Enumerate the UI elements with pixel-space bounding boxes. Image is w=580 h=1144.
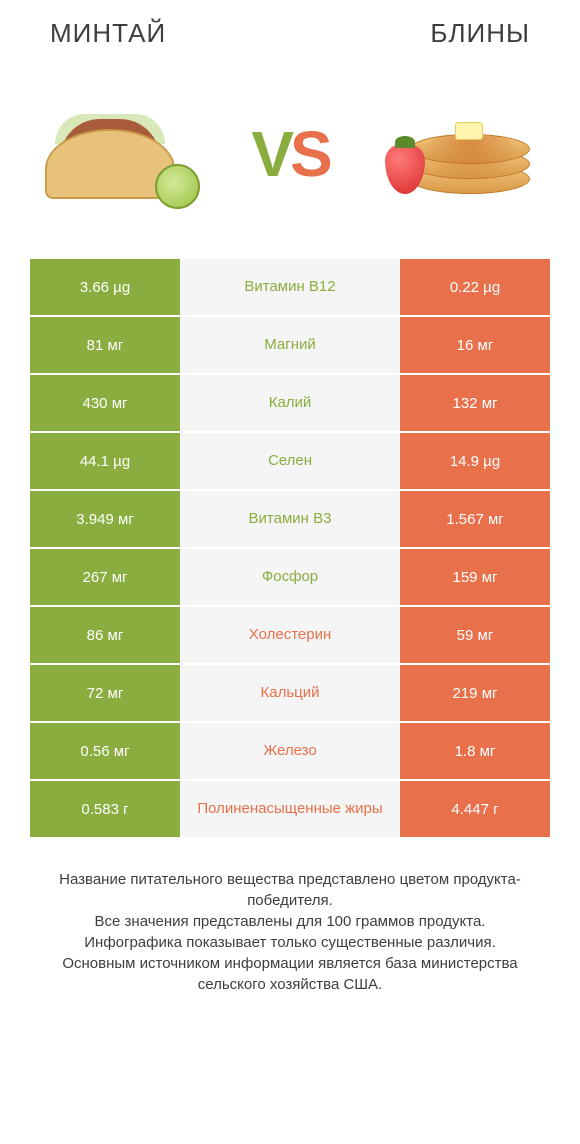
table-row: 0.56 мгЖелезо1.8 мг xyxy=(30,723,550,781)
title-right: БЛИНЫ xyxy=(430,18,530,49)
table-row: 86 мгХолестерин59 мг xyxy=(30,607,550,665)
vs-v: V xyxy=(251,118,290,190)
nutrient-label: Фосфор xyxy=(180,549,400,605)
nutrient-label: Магний xyxy=(180,317,400,373)
value-left: 44.1 µg xyxy=(30,433,180,489)
table-row: 44.1 µgСелен14.9 µg xyxy=(30,433,550,491)
footer-line: Все значения представлены для 100 граммо… xyxy=(30,911,550,932)
footer-notes: Название питательного вещества представл… xyxy=(0,839,580,995)
table-row: 3.949 мгВитамин B31.567 мг xyxy=(30,491,550,549)
vs-s: S xyxy=(290,118,329,190)
food-image-left xyxy=(30,84,210,224)
value-left: 3.949 мг xyxy=(30,491,180,547)
value-right: 159 мг xyxy=(400,549,550,605)
nutrient-label: Калий xyxy=(180,375,400,431)
table-row: 81 мгМагний16 мг xyxy=(30,317,550,375)
infographic-container: МИНТАЙ БЛИНЫ VS 3.66 µgВитами xyxy=(0,0,580,1144)
value-left: 81 мг xyxy=(30,317,180,373)
nutrient-label: Железо xyxy=(180,723,400,779)
header: МИНТАЙ БЛИНЫ xyxy=(0,0,580,59)
table-row: 3.66 µgВитамин B120.22 µg xyxy=(30,259,550,317)
table-row: 267 мгФосфор159 мг xyxy=(30,549,550,607)
value-left: 430 мг xyxy=(30,375,180,431)
nutrient-label: Полиненасыщенные жиры xyxy=(180,781,400,837)
title-left: МИНТАЙ xyxy=(50,18,166,49)
value-left: 0.583 г xyxy=(30,781,180,837)
value-left: 267 мг xyxy=(30,549,180,605)
footer-line: Основным источником информации является … xyxy=(30,953,550,995)
value-left: 86 мг xyxy=(30,607,180,663)
value-left: 0.56 мг xyxy=(30,723,180,779)
hero-section: VS xyxy=(0,59,580,259)
food-image-right xyxy=(370,84,550,224)
footer-line: Инфографика показывает только существенн… xyxy=(30,932,550,953)
nutrient-label: Селен xyxy=(180,433,400,489)
footer-line: Название питательного вещества представл… xyxy=(30,869,550,911)
value-right: 219 мг xyxy=(400,665,550,721)
value-right: 16 мг xyxy=(400,317,550,373)
value-right: 59 мг xyxy=(400,607,550,663)
value-right: 1.567 мг xyxy=(400,491,550,547)
value-right: 132 мг xyxy=(400,375,550,431)
vs-label: VS xyxy=(251,117,328,191)
taco-icon xyxy=(40,99,200,209)
nutrient-label: Витамин B3 xyxy=(180,491,400,547)
table-row: 72 мгКальций219 мг xyxy=(30,665,550,723)
value-left: 3.66 µg xyxy=(30,259,180,315)
table-row: 0.583 гПолиненасыщенные жиры4.447 г xyxy=(30,781,550,839)
value-right: 4.447 г xyxy=(400,781,550,837)
nutrient-label: Кальций xyxy=(180,665,400,721)
table-row: 430 мгКалий132 мг xyxy=(30,375,550,433)
value-left: 72 мг xyxy=(30,665,180,721)
value-right: 14.9 µg xyxy=(400,433,550,489)
nutrient-label: Витамин B12 xyxy=(180,259,400,315)
pancakes-icon xyxy=(380,94,540,214)
nutrient-label: Холестерин xyxy=(180,607,400,663)
value-right: 0.22 µg xyxy=(400,259,550,315)
value-right: 1.8 мг xyxy=(400,723,550,779)
comparison-table: 3.66 µgВитамин B120.22 µg81 мгМагний16 м… xyxy=(0,259,580,839)
